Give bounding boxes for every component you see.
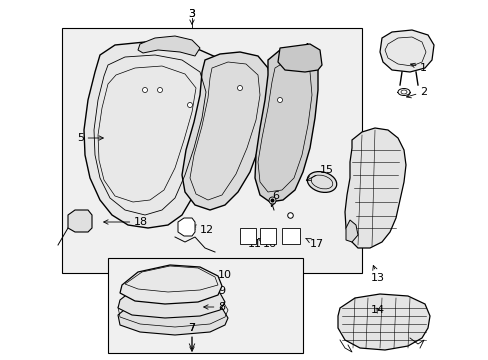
Polygon shape: [379, 30, 433, 72]
Text: 4: 4: [287, 43, 308, 63]
Ellipse shape: [277, 98, 282, 103]
Polygon shape: [68, 210, 92, 232]
Text: 7: 7: [188, 323, 195, 333]
Ellipse shape: [187, 103, 192, 108]
Polygon shape: [254, 48, 317, 202]
Text: 18: 18: [103, 217, 148, 227]
Polygon shape: [182, 52, 271, 210]
Text: 5: 5: [77, 133, 103, 143]
Polygon shape: [278, 44, 321, 72]
Text: 15: 15: [305, 165, 333, 180]
Text: 9: 9: [203, 286, 224, 296]
Polygon shape: [118, 298, 227, 335]
Text: 11: 11: [241, 238, 262, 249]
Text: 12: 12: [191, 225, 214, 235]
Ellipse shape: [157, 87, 162, 93]
Text: 13: 13: [370, 265, 384, 283]
Text: 7: 7: [188, 323, 195, 351]
Bar: [108, 258, 303, 353]
Polygon shape: [345, 128, 405, 248]
Text: 2: 2: [406, 87, 426, 98]
Polygon shape: [118, 282, 224, 318]
Bar: [282, 228, 299, 244]
Text: 16: 16: [258, 238, 276, 249]
Bar: [260, 228, 275, 244]
Polygon shape: [120, 265, 222, 304]
Bar: [240, 228, 256, 244]
Text: 3: 3: [188, 9, 195, 19]
Text: 6: 6: [270, 191, 279, 207]
Text: 3: 3: [188, 9, 195, 24]
Text: 8: 8: [203, 302, 224, 312]
Ellipse shape: [397, 89, 409, 95]
Polygon shape: [84, 42, 224, 228]
Polygon shape: [346, 220, 357, 242]
Text: 10: 10: [203, 270, 231, 280]
Ellipse shape: [237, 85, 242, 90]
Text: 17: 17: [305, 238, 324, 249]
Ellipse shape: [142, 87, 147, 93]
Ellipse shape: [306, 172, 336, 192]
Bar: [62, 28, 361, 273]
Polygon shape: [178, 218, 195, 236]
Text: 14: 14: [370, 305, 384, 315]
Text: 1: 1: [410, 63, 426, 73]
Polygon shape: [337, 294, 429, 350]
Polygon shape: [138, 36, 200, 56]
